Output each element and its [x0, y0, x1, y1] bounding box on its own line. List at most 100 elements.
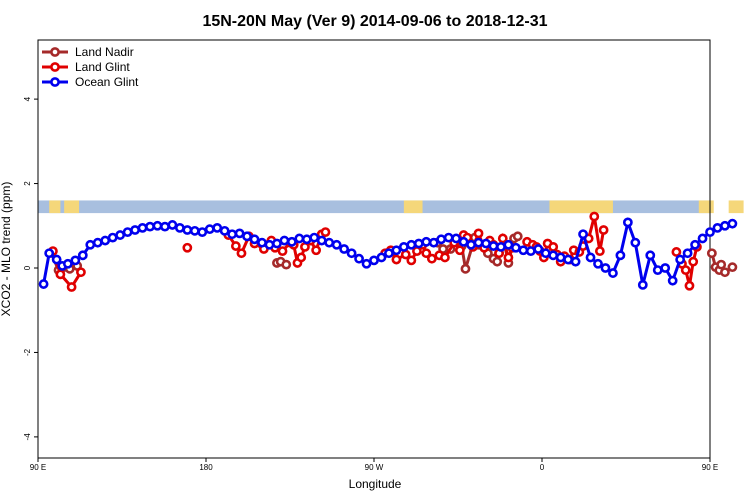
- data-point-ocean-glint: [346, 248, 357, 259]
- data-point-ocean-glint: [70, 255, 81, 266]
- data-point-land-glint: [230, 241, 241, 251]
- plot-frame: [37, 39, 711, 459]
- data-point-ocean-glint: [727, 218, 738, 229]
- x-tick-label: 90 E: [702, 463, 718, 472]
- land-patch: [698, 200, 714, 214]
- data-point-land-glint: [598, 225, 609, 235]
- data-point-ocean-glint: [62, 258, 73, 269]
- x-tick-label: 0: [540, 463, 545, 472]
- data-point-ocean-glint: [249, 234, 260, 245]
- legend-swatch-marker: [50, 47, 60, 57]
- x-axis-label: Longitude: [349, 477, 402, 491]
- data-point-ocean-glint: [690, 239, 700, 250]
- data-point-ocean-glint: [720, 220, 730, 231]
- data-point-ocean-glint: [705, 227, 715, 238]
- data-point-land-glint: [182, 242, 193, 253]
- data-point-ocean-glint: [608, 268, 618, 278]
- x-axis: 90 E 180 90 W 0 90 E: [30, 458, 718, 472]
- legend-item-land-nadir: Land Nadir: [42, 45, 134, 59]
- land-patch: [64, 200, 80, 214]
- data-point-ocean-glint: [488, 241, 499, 251]
- data-point-ocean-glint: [563, 254, 574, 265]
- data-point-ocean-glint: [600, 263, 611, 273]
- y-axis-label: XCO2 - MLO trend (ppm): [0, 182, 13, 317]
- y-tick-label: 2: [23, 181, 32, 186]
- data-point-ocean-glint: [331, 239, 342, 250]
- data-point-ocean-glint: [652, 265, 663, 276]
- data-point-ocean-glint: [384, 248, 394, 259]
- data-point-ocean-glint: [38, 279, 49, 289]
- legend-item-land-glint: Land Glint: [42, 60, 130, 74]
- data-point-land-glint: [497, 233, 508, 244]
- data-point-ocean-glint: [100, 235, 111, 246]
- legend-swatch-marker: [50, 62, 60, 72]
- data-point-ocean-glint: [122, 227, 133, 238]
- data-point-ocean-glint: [615, 250, 626, 261]
- data-point-land-glint: [320, 227, 331, 238]
- data-point-ocean-glint: [406, 239, 417, 250]
- data-point-ocean-glint: [44, 248, 55, 259]
- data-point-ocean-glint: [436, 234, 447, 245]
- data-point-ocean-glint: [152, 220, 163, 231]
- data-point-land-glint: [671, 247, 682, 257]
- data-point-ocean-glint: [324, 237, 335, 248]
- data-point-land-nadir: [727, 262, 738, 273]
- series-layer: [38, 211, 738, 292]
- data-point-ocean-glint: [354, 253, 364, 264]
- y-axis: -4 -2 0 2 4: [23, 96, 38, 440]
- data-point-ocean-glint: [376, 252, 387, 263]
- y-tick-label: 4: [23, 96, 32, 101]
- data-point-ocean-glint: [130, 225, 140, 235]
- data-point-ocean-glint: [204, 224, 215, 235]
- data-point-ocean-glint: [227, 229, 238, 240]
- data-point-ocean-glint: [510, 242, 521, 253]
- data-point-ocean-glint: [667, 275, 678, 286]
- data-point-land-glint: [311, 245, 322, 256]
- data-point-ocean-glint: [182, 225, 193, 235]
- data-point-ocean-glint: [369, 255, 379, 266]
- land-patch: [403, 200, 423, 214]
- data-point-land-glint: [680, 265, 691, 276]
- data-point-land-glint: [391, 254, 402, 265]
- data-point-ocean-glint: [85, 239, 96, 250]
- data-point-ocean-glint: [51, 254, 62, 265]
- data-point-land-glint: [421, 248, 432, 259]
- data-point-ocean-glint: [145, 221, 155, 232]
- data-point-ocean-glint: [264, 239, 275, 250]
- land-patch: [549, 200, 613, 214]
- data-point-land-glint: [426, 253, 437, 264]
- data-point-ocean-glint: [189, 225, 200, 236]
- data-point-ocean-glint: [301, 234, 312, 245]
- data-point-ocean-glint: [660, 263, 671, 273]
- data-point-ocean-glint: [428, 237, 439, 248]
- data-point-land-nadir: [720, 267, 730, 278]
- data-point-ocean-glint: [279, 235, 290, 246]
- data-point-land-glint: [688, 256, 699, 267]
- data-point-land-glint: [296, 252, 307, 263]
- data-point-ocean-glint: [286, 236, 297, 247]
- data-point-land-glint: [76, 267, 86, 278]
- data-point-ocean-glint: [443, 232, 454, 243]
- land-patch: [49, 200, 61, 214]
- data-point-ocean-glint: [518, 245, 529, 256]
- data-point-land-glint: [300, 241, 310, 252]
- data-point-ocean-glint: [361, 258, 372, 269]
- data-point-ocean-glint: [413, 238, 424, 249]
- data-point-land-glint: [454, 245, 465, 256]
- data-point-land-nadir: [716, 259, 727, 270]
- legend-item-ocean-glint: Ocean Glint: [42, 75, 139, 89]
- data-point-ocean-glint: [578, 229, 588, 240]
- data-point-land-nadir: [460, 263, 471, 274]
- data-point-land-nadir: [706, 248, 717, 259]
- data-point-land-glint: [55, 269, 66, 280]
- data-point-land-glint: [236, 248, 247, 259]
- data-point-ocean-glint: [622, 217, 633, 228]
- data-point-land-nadir: [492, 256, 503, 267]
- data-point-ocean-glint: [630, 237, 641, 248]
- ocean-band: [38, 200, 710, 214]
- data-point-ocean-glint: [548, 250, 559, 261]
- data-point-ocean-glint: [421, 236, 432, 247]
- data-point-ocean-glint: [533, 244, 544, 254]
